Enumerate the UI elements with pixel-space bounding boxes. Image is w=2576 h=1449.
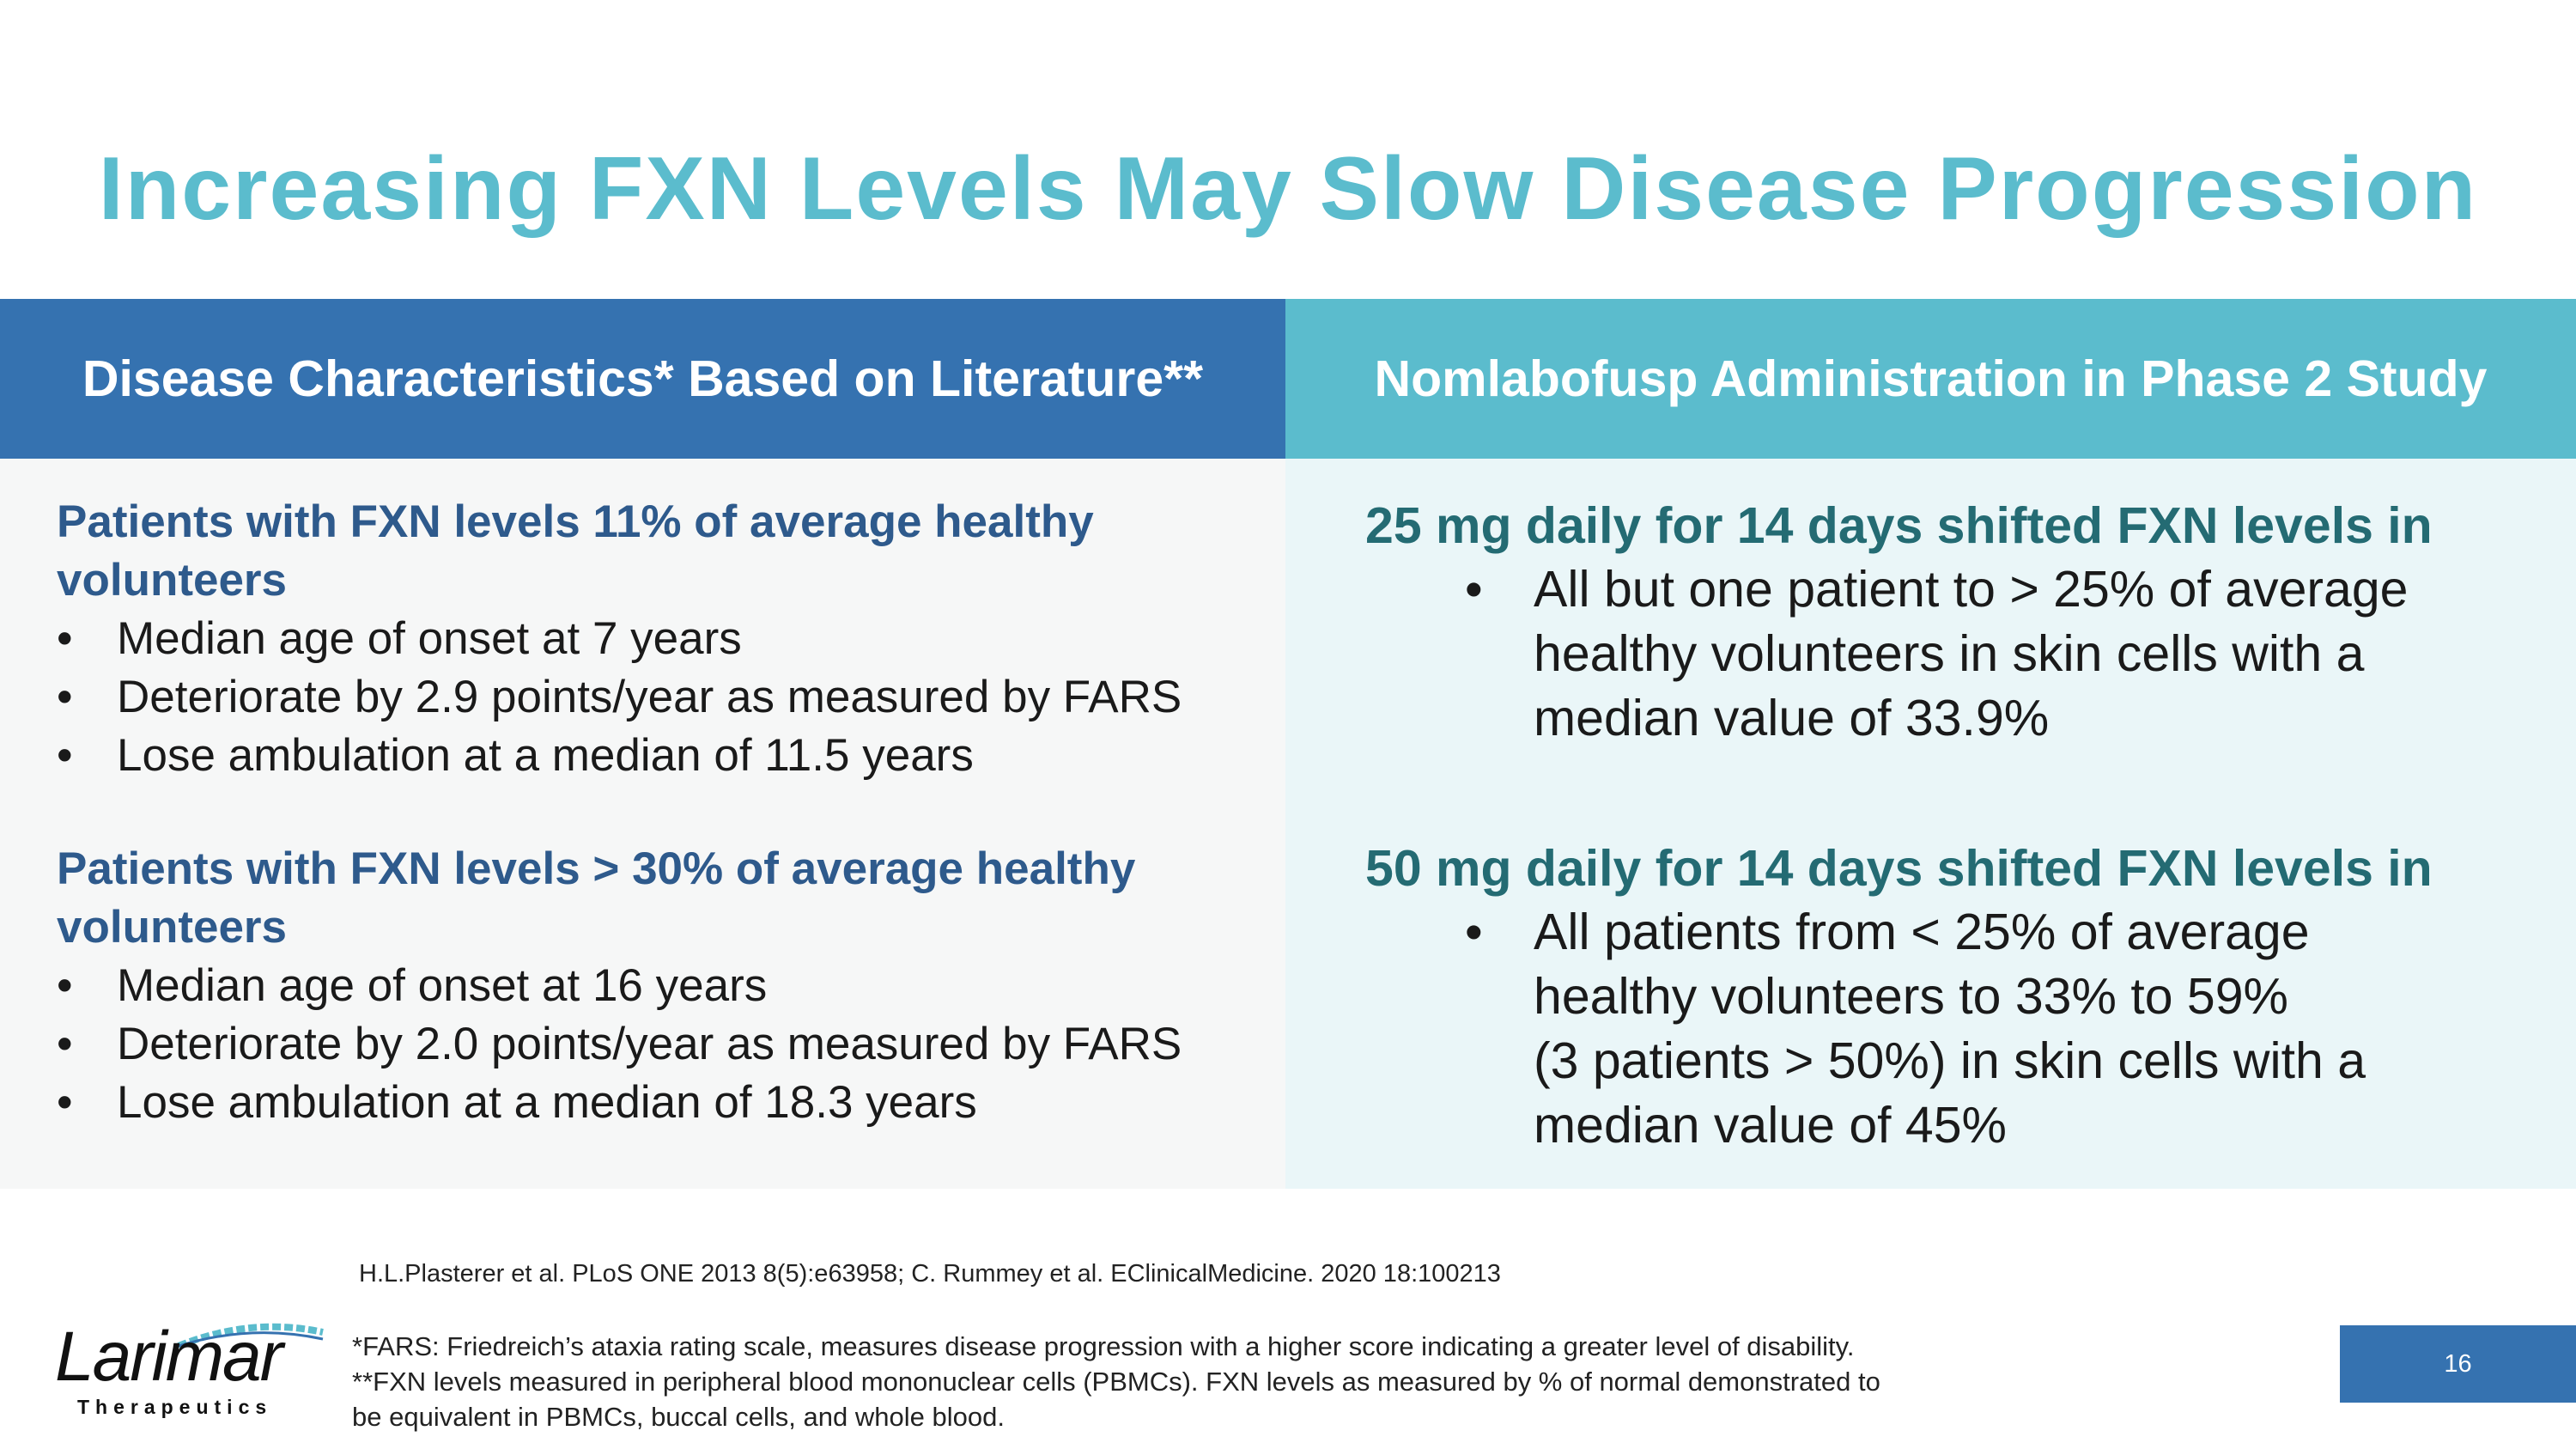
footnote-line: *FARS: Friedreich’s ataxia rating scale,…: [352, 1331, 1855, 1361]
bullet-text: Lose ambulation at a median of 18.3 year…: [117, 1077, 977, 1128]
list-item: • All patients from < 25% of average hea…: [1365, 900, 2567, 1158]
bullet-line: (3 patients > 50%) in skin cells with a: [1534, 1032, 2366, 1089]
logo-wordmark: Larimar: [55, 1318, 283, 1396]
bullet-line: All but one patient to > 25% of average: [1534, 561, 2409, 618]
bullet-list: • Median age of onset at 7 years • Deterio…: [57, 610, 1276, 785]
group-heading: Patients with FXN levels 11% of average …: [57, 493, 1276, 610]
company-logo: Larimar Therapeutics: [55, 1318, 324, 1422]
bullet-line: healthy volunteers in skin cells with a: [1534, 625, 2365, 682]
citation: H.L.Plasterer et al. PLoS ONE 2013 8(5):…: [359, 1260, 1501, 1288]
right-column-header-text: Nomlabofusp Administration in Phase 2 St…: [1374, 350, 2488, 407]
bullet-line: median value of 45%: [1534, 1097, 2008, 1154]
bullet-icon: •: [57, 960, 73, 1011]
left-column-header-text: Disease Characteristics* Based on Litera…: [82, 350, 1204, 407]
heading-line: Patients with FXN levels 11% of average …: [57, 496, 1094, 547]
group-heading: Patients with FXN levels > 30% of averag…: [57, 840, 1276, 957]
bullet-icon: •: [1465, 561, 1483, 618]
list-item: • Deteriorate by 2.0 points/year as measu…: [57, 1015, 1276, 1074]
right-column-header: Nomlabofusp Administration in Phase 2 St…: [1285, 299, 2576, 459]
bullet-list: • All but one patient to > 25% of averag…: [1365, 557, 2567, 751]
footnote-line: **FXN levels measured in peripheral bloo…: [352, 1367, 1880, 1397]
page-number-badge: 16: [2340, 1325, 2576, 1403]
heading-line: Patients with FXN levels > 30% of averag…: [57, 843, 1136, 894]
bullet-icon: •: [1465, 904, 1483, 960]
left-group-low-fxn: Patients with FXN levels 11% of average …: [57, 493, 1276, 785]
bullet-line: median value of 33.9%: [1534, 690, 2050, 746]
bullet-icon: •: [57, 1019, 73, 1069]
heading-line: volunteers: [57, 902, 288, 953]
bullet-line: healthy volunteers to 33% to 59%: [1534, 968, 2289, 1025]
footnote-line: be equivalent in PBMCs, buccal cells, an…: [352, 1402, 1005, 1432]
bullet-text: Deteriorate by 2.0 points/year as measur…: [117, 1019, 1182, 1069]
right-group-50mg: 50 mg daily for 14 days shifted FXN leve…: [1365, 837, 2567, 1158]
slide-title: Increasing FXN Levels May Slow Disease P…: [98, 139, 2478, 239]
logo-subtitle: Therapeutics: [77, 1396, 273, 1418]
right-content-panel: [1285, 459, 2576, 1189]
page-number: 16: [2444, 1349, 2472, 1378]
bullet-line: All patients from < 25% of average: [1534, 904, 2310, 960]
bullet-list: • Median age of onset at 16 years • Deteri…: [57, 957, 1276, 1132]
left-content-panel: [0, 459, 1285, 1189]
list-item: • Median age of onset at 7 years: [57, 610, 1276, 668]
bullet-icon: •: [57, 1077, 73, 1128]
bullet-text: Deteriorate by 2.9 points/year as measur…: [117, 672, 1182, 722]
bullet-icon: •: [57, 672, 73, 722]
list-item: • Lose ambulation at a median of 18.3 yea…: [57, 1074, 1276, 1132]
group-heading: 25 mg daily for 14 days shifted FXN leve…: [1365, 497, 2433, 554]
list-item: • All but one patient to > 25% of averag…: [1365, 557, 2567, 751]
bullet-list: • All patients from < 25% of average hea…: [1365, 900, 2567, 1158]
bullet-icon: •: [57, 613, 73, 664]
group-heading: 50 mg daily for 14 days shifted FXN leve…: [1365, 840, 2433, 897]
right-group-25mg: 25 mg daily for 14 days shifted FXN leve…: [1365, 494, 2567, 751]
bullet-text: Median age of onset at 16 years: [117, 960, 768, 1011]
logo-arc-icon: [177, 1323, 324, 1349]
list-item: • Lose ambulation at a median of 11.5 yea…: [57, 727, 1276, 785]
left-column-header: Disease Characteristics* Based on Litera…: [0, 299, 1285, 459]
left-group-high-fxn: Patients with FXN levels > 30% of averag…: [57, 840, 1276, 1132]
footnotes: *FARS: Friedreich’s ataxia rating scale,…: [352, 1329, 2069, 1434]
bullet-text: Median age of onset at 7 years: [117, 613, 742, 664]
bullet-icon: •: [57, 730, 73, 781]
list-item: • Median age of onset at 16 years: [57, 957, 1276, 1015]
heading-line: volunteers: [57, 555, 288, 606]
bullet-text: Lose ambulation at a median of 11.5 year…: [117, 730, 974, 781]
list-item: • Deteriorate by 2.9 points/year as measu…: [57, 668, 1276, 727]
